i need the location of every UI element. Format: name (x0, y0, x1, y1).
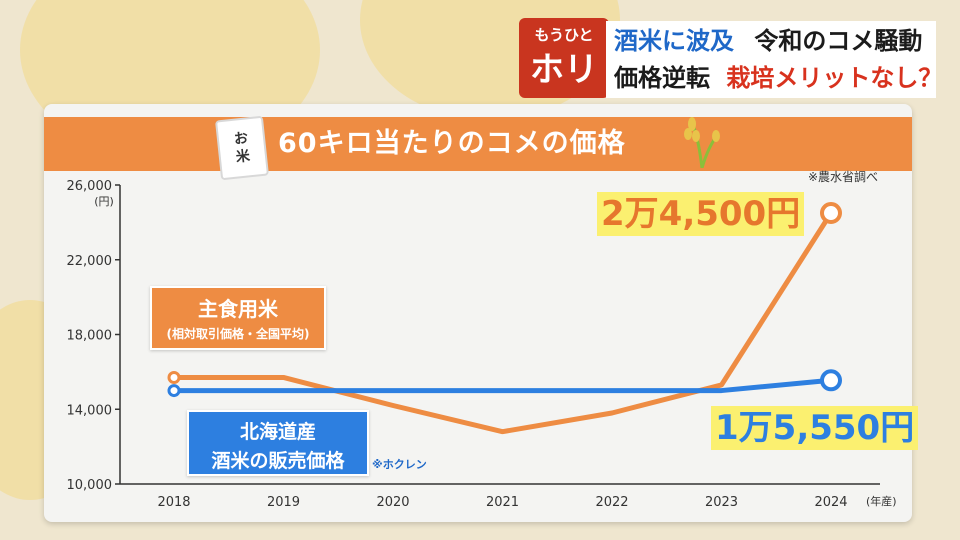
headline-line-2: 価格逆転 栽培メリットなし？ (606, 58, 942, 98)
x-tick-label: 2024 (814, 495, 847, 510)
headline-line2-a: 価格逆転 (614, 64, 710, 92)
badge-top-text: もうひと (534, 26, 594, 44)
staple-rice-2024-callout: 2万4,500円 (597, 192, 805, 236)
series-label-sake-rice: 北海道産 酒米の販売価格 (187, 410, 369, 476)
x-tick-label: 2021 (486, 495, 519, 510)
x-tick-label: 2022 (595, 495, 628, 510)
headline-line-1: 酒米に波及 令和のコメ騒動 (606, 21, 936, 61)
staple-rice-subtitle: (相対取引価格・全国平均) (166, 327, 310, 341)
series-end-point-0 (820, 202, 842, 225)
sake-rice-2024-callout: 1万5,550円 (711, 406, 919, 450)
series-start-point-0 (167, 370, 181, 384)
x-tick-label: 2018 (157, 495, 190, 510)
staple-rice-title: 主食用米 (198, 297, 278, 321)
series-start-point-1 (167, 384, 181, 398)
series-line-1 (171, 377, 834, 394)
badge-bottom-text: ホリ (530, 50, 598, 90)
x-axis-unit-label: (年産) (866, 494, 897, 508)
x-tick-label: 2023 (705, 495, 738, 510)
headline-line1-b: 令和のコメ騒動 (754, 27, 923, 55)
y-axis-unit-label: (円) (94, 195, 114, 208)
series-end-point-1 (820, 369, 842, 392)
y-tick-label: 22,000 (67, 254, 113, 269)
y-tick-label: 10,000 (67, 478, 113, 493)
sake-rice-source: ※ホクレン (372, 458, 427, 471)
headline-line2-b: 栽培メリットなし？ (726, 64, 943, 92)
y-tick-label: 18,000 (67, 329, 113, 344)
source-note: ※農水省調べ (808, 170, 879, 184)
x-tick-label: 2019 (267, 495, 300, 510)
sake-rice-line1: 北海道産 (239, 421, 316, 443)
y-tick-label: 26,000 (67, 179, 113, 194)
series-line-0 (171, 210, 834, 435)
chart-title-bar (44, 117, 912, 171)
rice-plant-icon (684, 117, 720, 168)
sake-rice-line2: 酒米の販売価格 (211, 450, 345, 472)
headline-line1-a: 酒米に波及 (614, 27, 734, 55)
x-tick-label: 2020 (376, 495, 409, 510)
y-tick-label: 14,000 (67, 403, 113, 418)
series-label-staple-rice: 主食用米 (相対取引価格・全国平均) (150, 286, 326, 350)
chart-title: 60キロ当たりのコメの価格 (278, 128, 626, 159)
program-badge: もうひと ホリ (519, 18, 609, 98)
